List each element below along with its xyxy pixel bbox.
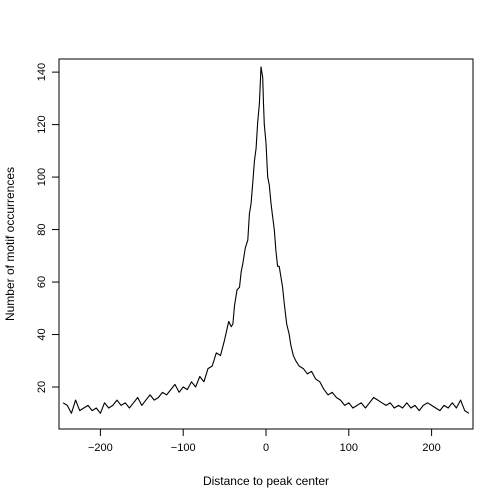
y-tick-label: 20: [36, 381, 48, 393]
y-tick-label: 40: [36, 328, 48, 340]
y-tick-label: 80: [36, 223, 48, 235]
x-tick-label: 0: [263, 442, 269, 454]
x-tick-label: −200: [88, 442, 113, 454]
y-tick-label: 120: [36, 115, 48, 133]
y-tick-label: 100: [36, 168, 48, 186]
y-tick-label: 140: [36, 63, 48, 81]
series-line-0: [62, 66, 470, 414]
x-axis: −200 −100 0 100 200: [88, 429, 441, 454]
x-tick-label: −100: [171, 442, 196, 454]
x-tick-label: 100: [340, 442, 358, 454]
x-tick-label: 200: [422, 442, 440, 454]
y-axis: 20 40 60 80 100 120 140: [36, 63, 59, 393]
series-layer: [62, 66, 470, 414]
y-axis-title: Number of motif occurrences: [3, 167, 17, 321]
x-axis-title: Distance to peak center: [203, 474, 329, 488]
y-tick-label: 60: [36, 276, 48, 288]
